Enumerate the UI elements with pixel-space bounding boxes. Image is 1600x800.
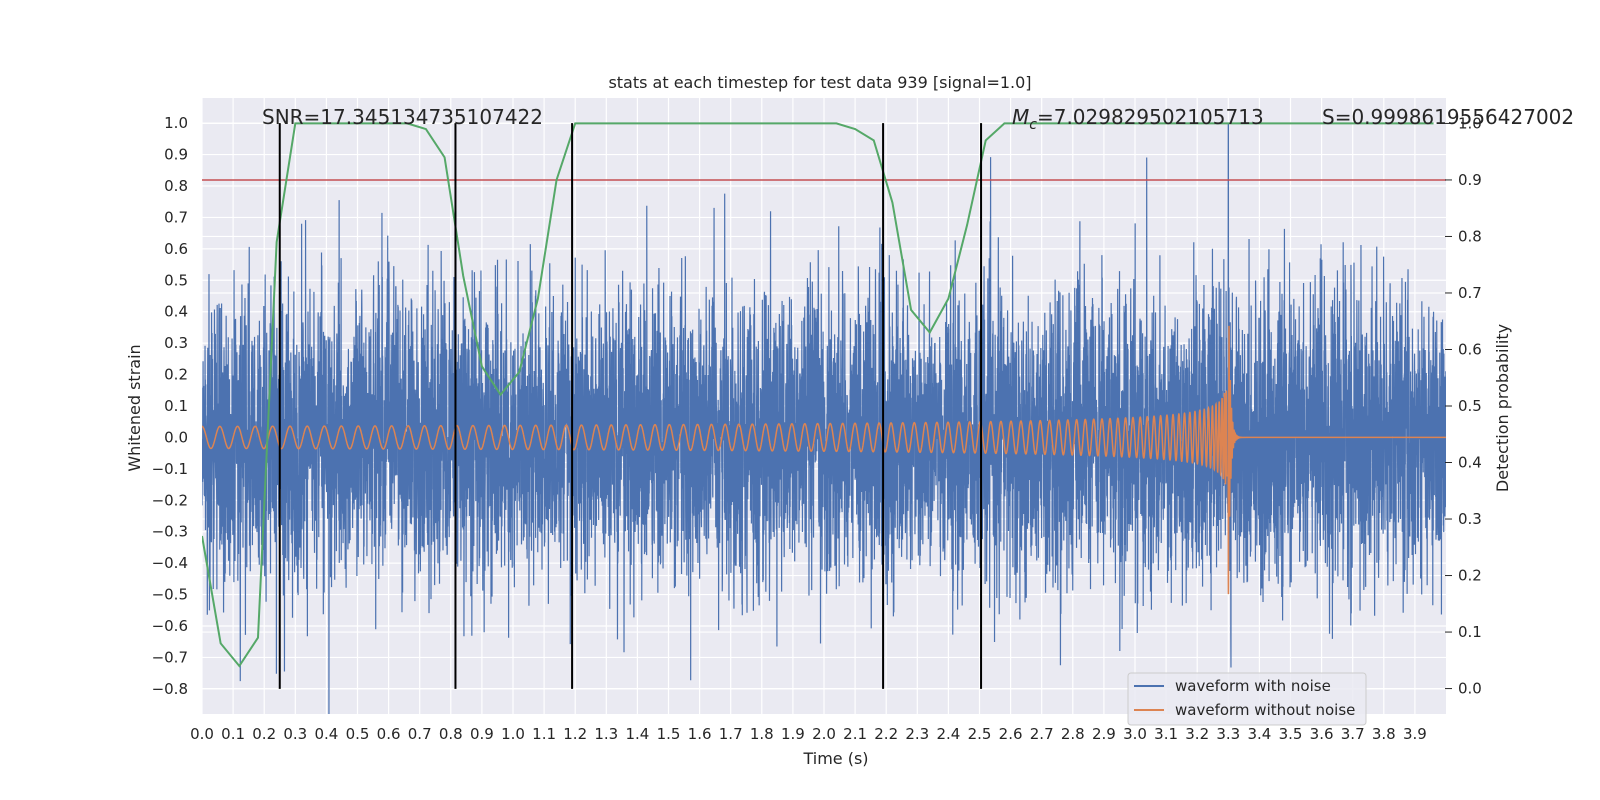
chirp-mass-subscript: c bbox=[1029, 117, 1037, 133]
x-tick-label: 0.5 bbox=[346, 725, 370, 743]
x-tick-label: 3.0 bbox=[1123, 725, 1147, 743]
x-tick-label: 0.4 bbox=[314, 725, 338, 743]
x-tick-label: 2.8 bbox=[1061, 725, 1085, 743]
y2-tick-label: 1.0 bbox=[1458, 114, 1482, 132]
x-tick-label: 2.3 bbox=[905, 725, 929, 743]
s-annotation: S=0.9998619556427002 bbox=[1322, 105, 1574, 129]
y-tick-label: −0.8 bbox=[152, 680, 188, 698]
x-tick-label: 1.2 bbox=[563, 725, 587, 743]
snr-annotation: SNR=17.345134735107422 bbox=[262, 105, 543, 129]
legend-label-clean: waveform without noise bbox=[1175, 701, 1355, 719]
x-tick-label: 0.9 bbox=[470, 725, 494, 743]
y2-tick-label: 0.6 bbox=[1458, 340, 1482, 358]
y2-tick-label: 0.8 bbox=[1458, 227, 1482, 245]
x-tick-label: 3.5 bbox=[1279, 725, 1303, 743]
y-tick-label: 0.7 bbox=[164, 208, 188, 226]
y-tick-label: −0.3 bbox=[152, 523, 188, 541]
x-tick-label: 3.7 bbox=[1341, 725, 1365, 743]
x-tick-label: 2.6 bbox=[999, 725, 1023, 743]
y2-tick-label: 0.3 bbox=[1458, 510, 1482, 528]
y-tick-label: −0.5 bbox=[152, 586, 188, 604]
chirp-mass-symbol: M bbox=[1012, 105, 1029, 129]
x-tick-label: 1.1 bbox=[532, 725, 556, 743]
legend-box bbox=[1127, 672, 1367, 726]
y2-tick-label: 0.5 bbox=[1458, 397, 1482, 415]
x-tick-label: 0.0 bbox=[190, 725, 214, 743]
chirp-mass-value: =7.029829502105713 bbox=[1037, 105, 1264, 129]
x-tick-label: 3.3 bbox=[1216, 725, 1240, 743]
legend: waveform with noise waveform without noi… bbox=[1127, 672, 1367, 726]
x-tick-label: 3.9 bbox=[1403, 725, 1427, 743]
x-tick-label: 2.5 bbox=[968, 725, 992, 743]
x-tick-label: 2.7 bbox=[1030, 725, 1054, 743]
plot-area bbox=[202, 122, 1446, 714]
y-tick-label: −0.2 bbox=[152, 491, 188, 509]
x-tick-label: 2.4 bbox=[936, 725, 960, 743]
series-detection-probability-line bbox=[202, 122, 1434, 668]
x-tick-label: 1.6 bbox=[688, 725, 712, 743]
y2-tick-label: 0.1 bbox=[1458, 623, 1482, 641]
y2-tick-label: 0.4 bbox=[1458, 454, 1482, 472]
x-tick-label: 2.2 bbox=[874, 725, 898, 743]
x-tick-label: 2.1 bbox=[843, 725, 867, 743]
x-tick-label: 3.8 bbox=[1372, 725, 1396, 743]
series-noisy-line bbox=[202, 122, 1446, 714]
y-tick-label: −0.7 bbox=[152, 648, 188, 666]
x-tick-label: 1.4 bbox=[625, 725, 649, 743]
x-tick-label: 1.9 bbox=[781, 725, 805, 743]
y-tick-label: 0.0 bbox=[164, 428, 188, 446]
x-tick-label: 1.0 bbox=[501, 725, 525, 743]
left-axis: −0.8 −0.7 −0.6 −0.5 −0.4 −0.3 −0.2 −0.1 0.0 0.1 0.… bbox=[152, 114, 188, 698]
chart-title: stats at each timestep for test data 939… bbox=[608, 73, 1031, 92]
x-axis-label: Time (s) bbox=[802, 749, 868, 768]
y-tick-label: 0.5 bbox=[164, 271, 188, 289]
x-tick-label: 2.0 bbox=[812, 725, 836, 743]
x-tick-label: 1.3 bbox=[594, 725, 618, 743]
x-tick-label: 3.6 bbox=[1310, 725, 1334, 743]
x-tick-label: 0.3 bbox=[283, 725, 307, 743]
x-axis: 0.0 0.1 0.2 0.3 0.4 0.5 0.6 0.7 0.8 0.9 1.0 1.1 1.2 1… bbox=[190, 725, 1427, 743]
legend-label-noisy: waveform with noise bbox=[1175, 677, 1331, 695]
y2-tick-label: 0.0 bbox=[1458, 680, 1482, 698]
y-tick-label: 0.3 bbox=[164, 334, 188, 352]
y-tick-label: 1.0 bbox=[164, 114, 188, 132]
x-tick-label: 0.8 bbox=[439, 725, 463, 743]
series-clean-line bbox=[202, 325, 1446, 595]
x-tick-label: 0.6 bbox=[377, 725, 401, 743]
right-axis: 0.0 0.1 0.2 0.3 0.4 0.5 0.6 0.7 0.8 0.9 1.0 bbox=[1445, 114, 1482, 698]
y2-tick-label: 0.7 bbox=[1458, 284, 1482, 302]
y-tick-label: 0.4 bbox=[164, 303, 188, 321]
x-tick-label: 3.4 bbox=[1247, 725, 1271, 743]
x-tick-label: 3.1 bbox=[1154, 725, 1178, 743]
y2-tick-label: 0.9 bbox=[1458, 171, 1482, 189]
y-tick-label: −0.1 bbox=[152, 460, 188, 478]
y-tick-label: 0.6 bbox=[164, 240, 188, 258]
y-tick-label: 0.9 bbox=[164, 146, 188, 164]
y2-tick-label: 0.2 bbox=[1458, 567, 1482, 585]
chirp-mass-annotation: Mc=7.029829502105713 bbox=[1012, 105, 1264, 133]
x-tick-label: 1.5 bbox=[657, 725, 681, 743]
y-tick-label: 0.1 bbox=[164, 397, 188, 415]
y-tick-label: 0.8 bbox=[164, 177, 188, 195]
y-tick-label: 0.2 bbox=[164, 366, 188, 384]
x-tick-label: 0.2 bbox=[252, 725, 276, 743]
y2-axis-label: Detection probability bbox=[1493, 324, 1512, 492]
y-axis-label: Whitened strain bbox=[125, 344, 144, 471]
x-tick-label: 1.7 bbox=[719, 725, 743, 743]
x-tick-label: 3.2 bbox=[1185, 725, 1209, 743]
x-tick-label: 0.7 bbox=[408, 725, 432, 743]
x-tick-label: 2.9 bbox=[1092, 725, 1116, 743]
y-tick-label: −0.4 bbox=[152, 554, 188, 572]
x-tick-label: 0.1 bbox=[221, 725, 245, 743]
x-tick-label: 1.8 bbox=[750, 725, 774, 743]
y-tick-label: −0.6 bbox=[152, 617, 188, 635]
